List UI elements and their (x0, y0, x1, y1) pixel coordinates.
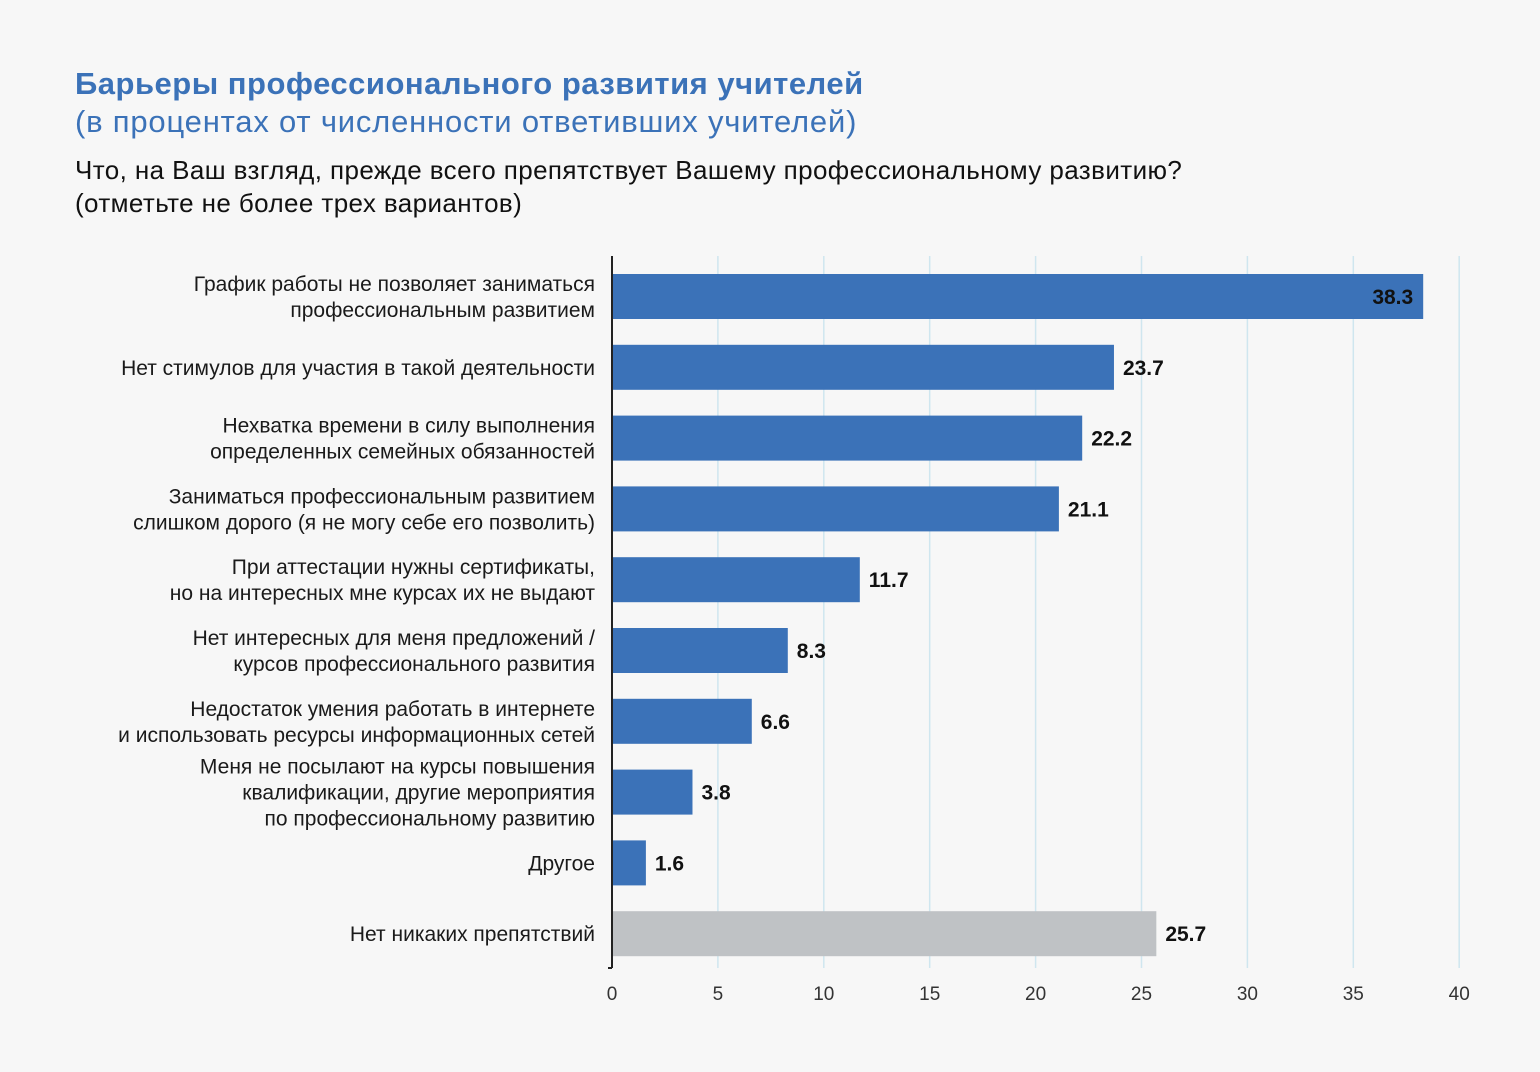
category-label: Заниматься профессиональным развитием (169, 485, 595, 508)
category-label: но на интересных мне курсах их не выдают (170, 582, 596, 605)
bar (612, 911, 1157, 957)
bar (612, 769, 693, 815)
bar (612, 628, 788, 673)
category-label: слишком дорого (я не могу себе его позво… (133, 511, 595, 534)
data-label: 6.6 (761, 711, 790, 734)
x-tick-label: 35 (1343, 984, 1364, 1005)
data-label: 22.2 (1091, 428, 1132, 451)
data-label: 25.7 (1165, 923, 1206, 946)
category-label: Меня не посылают на курсы повышения (200, 756, 595, 779)
data-label: 1.6 (655, 852, 684, 875)
chart-title: Барьеры профессионального развития учите… (75, 66, 864, 101)
bar (612, 415, 1083, 461)
bar (612, 486, 1059, 532)
category-label: Нет стимулов для участия в такой деятель… (121, 357, 595, 380)
chart-subtitle: (в процентах от численности ответивших у… (75, 104, 858, 139)
category-label: Нет интересных для меня предложений / (193, 627, 596, 650)
category-label: определенных семейных обязанностей (210, 441, 595, 464)
category-label: квалификации, другие мероприятия (242, 782, 595, 805)
category-label: При аттестации нужны сертификаты, (232, 556, 595, 579)
bar (612, 344, 1114, 390)
x-tick-label: 30 (1237, 984, 1258, 1005)
bar (612, 840, 646, 886)
category-label: по профессиональному развитию (265, 808, 595, 831)
category-label: профессиональным развитием (290, 299, 595, 322)
category-label: Недостаток умения работать в интернете (190, 698, 595, 721)
x-tick-label: 10 (813, 984, 834, 1005)
data-label: 38.3 (1372, 286, 1413, 309)
x-tick-label: 0 (607, 984, 618, 1005)
bar (612, 698, 752, 744)
data-label: 21.1 (1068, 498, 1109, 521)
data-label: 11.7 (869, 569, 909, 592)
data-label: 3.8 (701, 782, 731, 805)
category-label: Нехватка времени в силу выполнения (223, 415, 595, 438)
category-label: и использовать ресурсы информационных се… (118, 724, 595, 747)
x-tick-label: 15 (919, 984, 940, 1005)
bar (612, 557, 860, 603)
category-label: Нет никаких препятствий (350, 923, 595, 946)
x-tick-label: 20 (1025, 984, 1046, 1005)
data-label: 8.3 (797, 640, 826, 663)
data-label: 23.7 (1123, 357, 1164, 380)
category-label: курсов профессионального развития (233, 653, 595, 676)
x-tick-label: 5 (713, 984, 724, 1005)
category-label: Другое (528, 852, 595, 875)
x-tick-label: 25 (1131, 984, 1152, 1005)
bar (612, 274, 1424, 319)
x-tick-label: 40 (1449, 984, 1470, 1005)
category-label: График работы не позволяет заниматься (194, 273, 595, 296)
survey-question: Что, на Ваш взгляд, прежде всего препятс… (75, 155, 1183, 218)
